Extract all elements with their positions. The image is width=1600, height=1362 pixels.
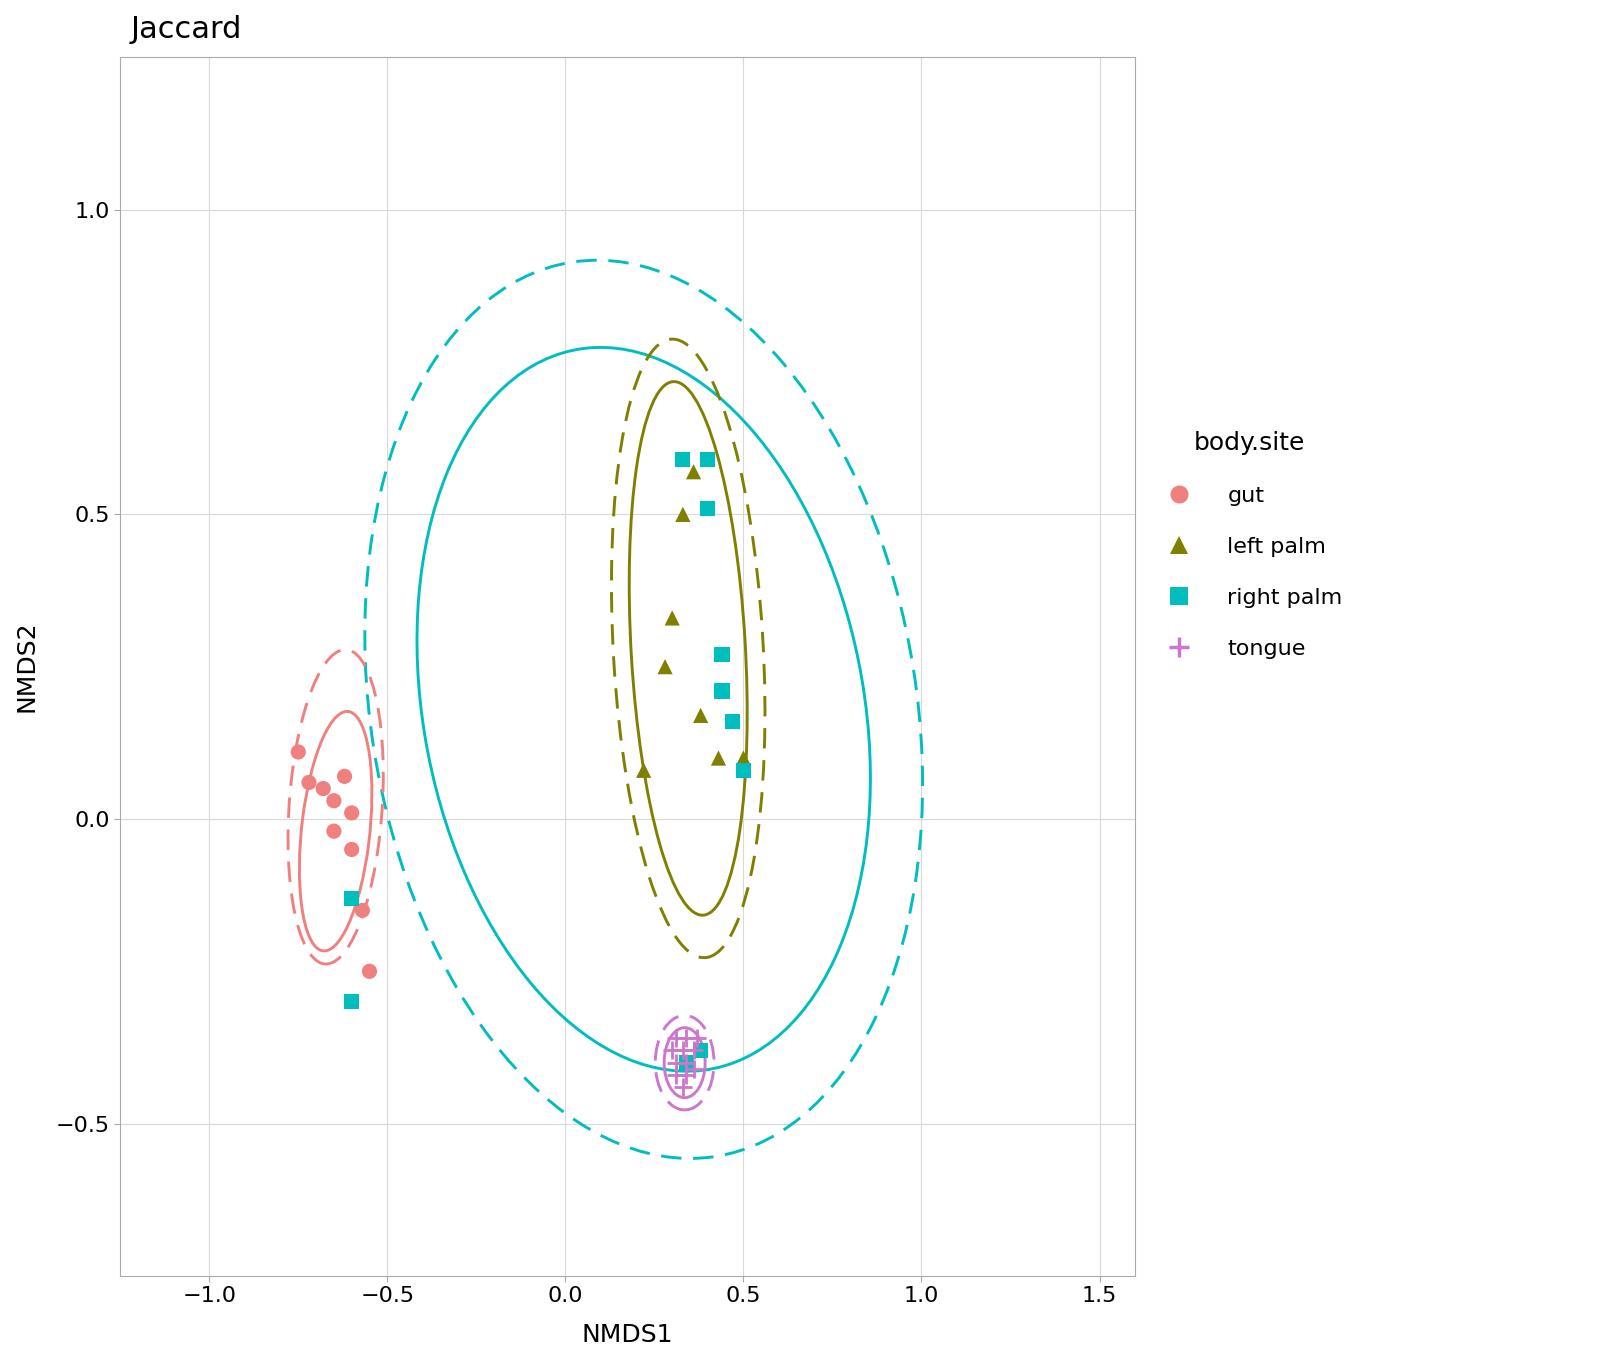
Point xyxy=(662,1051,688,1073)
Point xyxy=(674,1064,699,1086)
Point xyxy=(670,448,696,470)
Point xyxy=(670,1039,696,1061)
Point xyxy=(674,1027,699,1049)
Point xyxy=(674,1051,699,1073)
Point xyxy=(694,497,720,519)
Point xyxy=(662,1027,688,1049)
Point xyxy=(670,504,696,526)
Point xyxy=(680,1058,706,1080)
Point xyxy=(322,820,347,842)
Point xyxy=(349,899,374,921)
Point xyxy=(709,680,734,701)
Point xyxy=(331,765,357,787)
Point xyxy=(688,704,714,726)
Point xyxy=(670,1076,696,1098)
Point xyxy=(680,460,706,482)
Point xyxy=(694,448,720,470)
Point xyxy=(296,771,322,793)
Point xyxy=(659,1039,685,1061)
Point xyxy=(706,748,731,770)
Point xyxy=(357,960,382,982)
Point xyxy=(659,607,685,629)
Point xyxy=(339,992,365,1013)
Legend: gut, left palm, right palm, tongue: gut, left palm, right palm, tongue xyxy=(1157,430,1342,659)
Y-axis label: NMDS2: NMDS2 xyxy=(14,621,38,712)
Point xyxy=(310,778,336,799)
Point xyxy=(662,1064,688,1086)
Point xyxy=(685,1027,710,1049)
Point xyxy=(731,748,757,770)
Point xyxy=(720,711,746,733)
Point xyxy=(339,802,365,824)
Point xyxy=(674,1051,699,1073)
Point xyxy=(653,655,678,677)
Point xyxy=(688,1039,714,1061)
X-axis label: NMDS1: NMDS1 xyxy=(582,1323,674,1347)
Point xyxy=(285,741,310,763)
Point xyxy=(680,1039,706,1061)
Point xyxy=(630,760,656,782)
Point xyxy=(339,887,365,908)
Point xyxy=(339,839,365,861)
Point xyxy=(322,790,347,812)
Point xyxy=(731,760,757,782)
Text: Jaccard: Jaccard xyxy=(130,15,242,44)
Point xyxy=(709,644,734,666)
